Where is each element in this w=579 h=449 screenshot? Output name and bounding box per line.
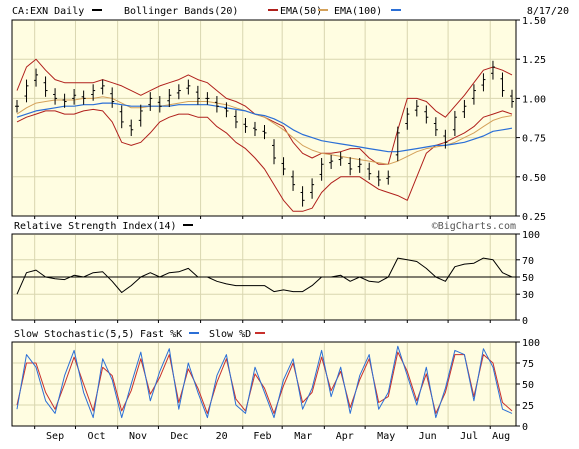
x-tick-label: Sep (46, 431, 64, 442)
y-tick-label: 0.25 (522, 212, 546, 223)
rsi-legend-swatch (183, 224, 193, 226)
rsi-title: Relative Strength Index(14) (14, 221, 177, 232)
ema100-legend-label: EMA(100) (334, 6, 382, 17)
fast-k-line (16, 345, 513, 419)
y-tick-label: 0 (522, 422, 528, 433)
y-tick-label: 0 (522, 316, 528, 327)
x-tick-label: Dec (170, 431, 188, 442)
y-tick-label: 50 (522, 273, 534, 284)
y-tick-label: 0.75 (522, 134, 546, 145)
rsi-line (16, 257, 513, 295)
ema50-legend-label: EMA(50) (280, 6, 322, 17)
slow-d-legend-swatch (255, 332, 265, 334)
y-tick-label: 100 (522, 230, 540, 241)
watermark: ©BigCharts.com (432, 221, 516, 232)
ema100-legend-swatch (391, 9, 401, 11)
x-tick-label: Oct (88, 431, 106, 442)
x-tick-label: Jul (460, 431, 478, 442)
x-tick-label: Apr (336, 431, 354, 442)
x-tick-label: Mar (294, 431, 312, 442)
y-tick-label: 70 (522, 256, 534, 267)
x-tick-label: May (377, 431, 395, 442)
x-tick-label: Nov (129, 431, 147, 442)
y-tick-label: 0.50 (522, 173, 546, 184)
y-tick-label: 1.00 (522, 94, 546, 105)
x-tick-label: Feb (253, 431, 271, 442)
price-legend-swatch (92, 9, 102, 11)
y-tick-label: 25 (522, 401, 534, 412)
y-tick-label: 1.25 (522, 55, 546, 66)
ema100-line (16, 102, 513, 153)
fast-k-legend-swatch (189, 332, 199, 334)
y-tick-label: 100 (522, 338, 540, 349)
stochastic-title: Slow Stochastic(5,5) (14, 329, 134, 340)
axes-layer: Sep Oct Nov Dec 20 Feb Mar Apr May Jun Jul Aug 1.50 1… (34, 16, 546, 442)
y-tick-label: 50 (522, 380, 534, 391)
ema50-legend-swatch (318, 9, 328, 11)
slow-d-legend-label: Slow %D (209, 329, 251, 340)
ema50-line (16, 96, 513, 165)
x-tick-label: 20 (216, 431, 228, 442)
marks-layer (12, 58, 516, 419)
x-tick-label: Jun (419, 431, 437, 442)
bollinger-legend-label: Bollinger Bands(20) (124, 6, 238, 17)
bollinger-legend-swatch (268, 9, 278, 11)
x-tick-label: Aug (492, 431, 510, 442)
chart-date: 8/17/20 (527, 6, 569, 17)
symbol-label: CA:EXN Daily (12, 6, 84, 17)
y-tick-label: 1.50 (522, 16, 546, 27)
bollinger-lower-line (16, 108, 513, 212)
y-tick-label: 75 (522, 359, 534, 370)
fast-k-legend-label: Fast %K (140, 329, 182, 340)
y-tick-label: 30 (522, 290, 534, 301)
slow-d-line (16, 351, 513, 414)
price-panel (11, 19, 517, 217)
